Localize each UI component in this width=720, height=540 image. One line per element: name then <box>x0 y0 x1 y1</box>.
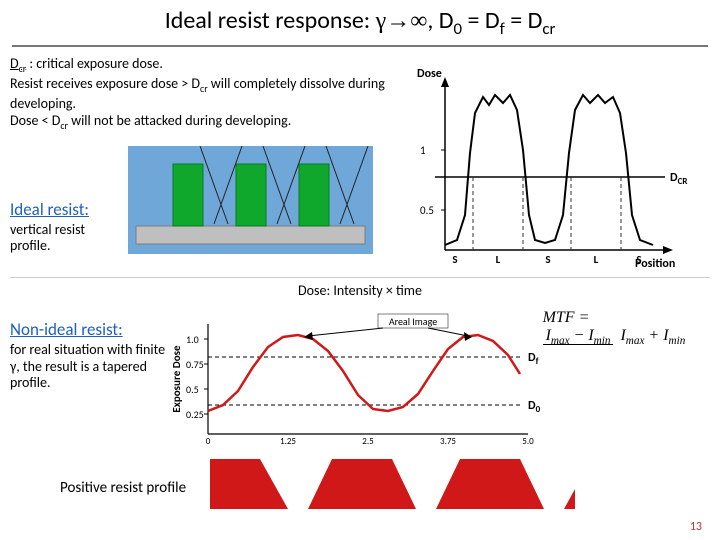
title-divider <box>12 45 708 47</box>
left-column: Dcr : critical exposure dose. Resist rec… <box>10 55 405 275</box>
svg-text:Df: Df <box>528 351 539 367</box>
nonideal-label: Non-ideal resist: <box>10 319 168 340</box>
mtf-d2: + I <box>644 327 668 344</box>
desc-l3b: will not be attacked during developing. <box>68 112 291 129</box>
title-subcr: cr <box>542 18 555 39</box>
exposure-dose-chart: Exposure Dose0.25 0.5 0.75 1.0 0 1.25 2.5 3.75 5… <box>168 299 543 444</box>
desc-l2sub: cr <box>200 83 208 95</box>
top-section: Dcr : critical exposure dose. Resist rec… <box>0 55 720 275</box>
right-column: DosePosition0.51DCRSLSLS <box>405 55 705 275</box>
exposure-chart-wrap: Exposure Dose0.25 0.5 0.75 1.0 0 1.25 2.5 3.75 5… <box>168 299 543 449</box>
title-gamma: γ→∞ <box>376 8 428 34</box>
title-main: Ideal resist response: <box>165 6 376 35</box>
description-text: Dcr : critical exposure dose. Resist rec… <box>10 55 405 133</box>
desc-l3a: Dose < D <box>10 112 60 129</box>
mtf-d2s: min <box>669 335 686 347</box>
svg-text:S: S <box>636 253 641 266</box>
ideal-sub: vertical resist profile. <box>10 222 122 254</box>
mtf-n2: − I <box>570 327 594 344</box>
svg-text:Areal Image: Areal Image <box>388 315 436 328</box>
nonideal-text: Non-ideal resist: for real situation wit… <box>10 299 168 449</box>
title-sub0: 0 <box>454 18 463 39</box>
mid-divider <box>10 277 710 278</box>
desc-l2a: Resist receives exposure dose > D <box>10 75 200 92</box>
svg-text:0.75: 0.75 <box>186 358 204 371</box>
dcr-d: D <box>10 55 19 72</box>
svg-text:S: S <box>452 253 457 266</box>
svg-text:Dose: Dose <box>417 67 442 81</box>
desc-l1b: : critical exposure dose. <box>26 55 163 72</box>
profile-row: Positive resist profile <box>0 449 720 517</box>
ideal-resist-block: Ideal resist: vertical resist profile. <box>10 146 405 254</box>
title-tail: , D <box>427 6 453 35</box>
mtf-d1s: max <box>626 335 645 347</box>
profile-label: Positive resist profile <box>10 459 210 497</box>
ideal-text: Ideal resist: vertical resist profile. <box>10 199 122 254</box>
svg-text:5.0: 5.0 <box>522 436 534 444</box>
desc-l3sub: cr <box>60 120 68 132</box>
title-eq: = D <box>462 6 500 35</box>
mtf-n1s: max <box>551 335 570 347</box>
resist-profile-diagram <box>210 459 575 517</box>
mtf-fraction: Imax − Imin Imax + Imin <box>543 327 689 347</box>
svg-text:0: 0 <box>205 436 210 444</box>
svg-text:L: L <box>496 253 501 266</box>
ideal-label: Ideal resist: <box>10 199 122 220</box>
svg-text:1.25: 1.25 <box>280 436 296 444</box>
svg-text:0.5: 0.5 <box>420 204 434 217</box>
ideal-resist-diagram <box>128 146 373 254</box>
dose-intensity-label: Dose: Intensity × time <box>10 282 710 299</box>
svg-text:2.5: 2.5 <box>362 436 374 444</box>
svg-text:1: 1 <box>420 144 426 157</box>
svg-text:Exposure Dose: Exposure Dose <box>170 345 183 413</box>
title-eq2: = D <box>505 6 543 35</box>
page-number: 13 <box>690 520 702 534</box>
svg-text:0.5: 0.5 <box>186 383 199 396</box>
svg-text:S: S <box>545 253 550 266</box>
mtf-formula: MTF = Imax − Imin Imax + Imin <box>543 299 710 449</box>
nonideal-sub: for real situation with finite γ, the re… <box>10 342 168 392</box>
bottom-section: Non-ideal resist: for real situation wit… <box>0 299 720 449</box>
mtf-n2s: min <box>594 335 611 347</box>
svg-text:D0: D0 <box>528 399 541 415</box>
page-title: Ideal resist response: γ→∞, D0 = Df = Dc… <box>0 0 720 43</box>
svg-text:0.25: 0.25 <box>186 408 204 421</box>
svg-text:3.75: 3.75 <box>440 436 456 444</box>
dose-position-chart: DosePosition0.51DCRSLSLS <box>405 55 700 270</box>
svg-text:L: L <box>594 253 599 266</box>
svg-text:1.0: 1.0 <box>186 333 199 346</box>
mtf-lhs: MTF = <box>543 309 590 326</box>
